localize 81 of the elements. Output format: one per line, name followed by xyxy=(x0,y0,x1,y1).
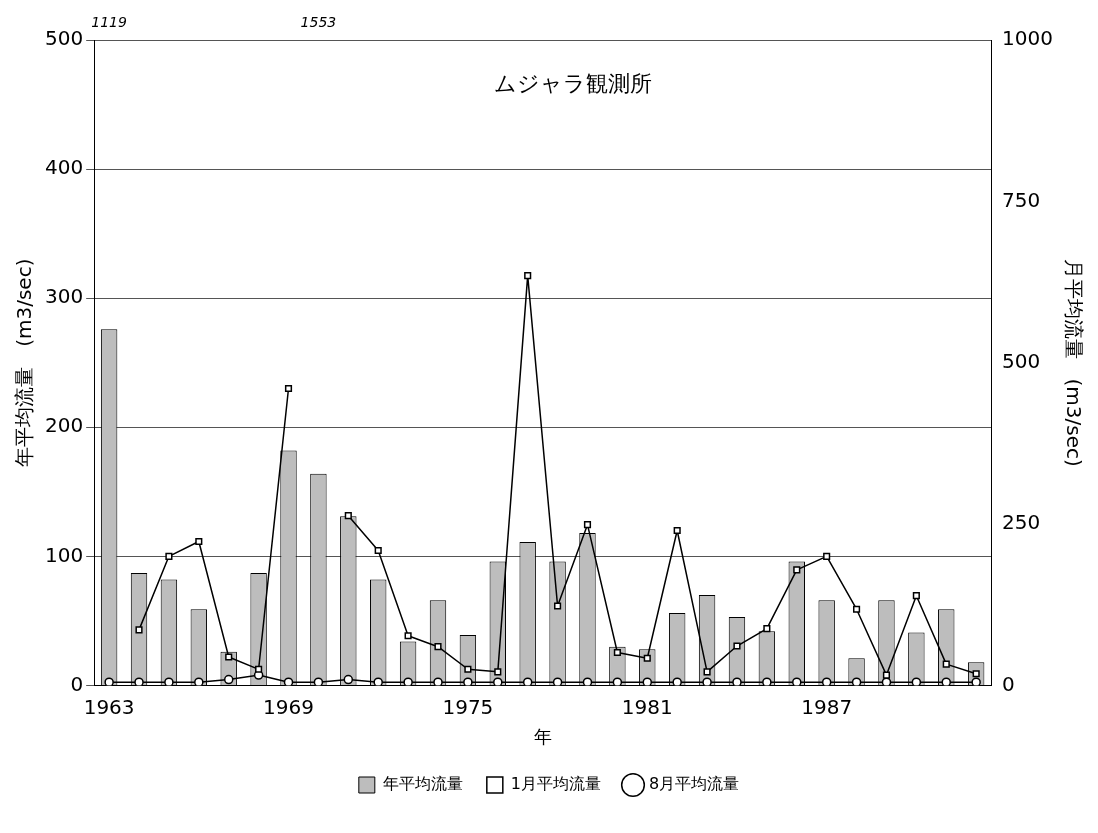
point xyxy=(135,626,143,634)
point xyxy=(493,677,503,686)
point xyxy=(702,677,712,686)
x-tick-label: 1963 xyxy=(83,694,135,719)
point xyxy=(971,677,981,686)
point xyxy=(673,526,681,535)
point xyxy=(941,677,952,686)
text: 1553 xyxy=(300,13,337,30)
point xyxy=(404,632,412,640)
legend-label: 8月平均流量 xyxy=(649,774,740,794)
point xyxy=(732,677,742,686)
point xyxy=(821,677,832,686)
point xyxy=(851,677,862,686)
point xyxy=(194,677,204,686)
point xyxy=(463,677,473,686)
point xyxy=(762,677,772,686)
point xyxy=(104,677,114,686)
point xyxy=(552,677,563,686)
point xyxy=(313,677,324,686)
point xyxy=(134,677,144,686)
y-tick-label: 100 xyxy=(44,542,84,567)
y2-tick-label: 250 xyxy=(1002,510,1041,535)
point xyxy=(612,677,623,686)
point xyxy=(524,271,532,280)
point xyxy=(225,653,233,661)
point xyxy=(792,677,802,686)
point xyxy=(763,625,771,633)
point xyxy=(703,668,711,676)
point xyxy=(583,521,592,529)
point xyxy=(823,552,831,560)
point xyxy=(165,552,173,560)
point xyxy=(733,642,741,650)
point xyxy=(374,546,382,555)
y-tick-label: 0 xyxy=(70,671,84,696)
point xyxy=(643,654,651,662)
point xyxy=(582,677,593,686)
point xyxy=(642,677,653,686)
y2-tick-label: 1000 xyxy=(1002,26,1054,51)
point xyxy=(522,677,533,686)
y-tick-label: 300 xyxy=(44,284,84,309)
point xyxy=(911,677,922,686)
point xyxy=(195,537,203,546)
point xyxy=(613,648,621,657)
point xyxy=(942,660,950,668)
point xyxy=(554,602,562,610)
x-tick-label: 1975 xyxy=(442,694,494,719)
legend-label: 年平均流量 xyxy=(382,774,463,794)
x-axis-title: 年 xyxy=(533,725,552,747)
point xyxy=(343,674,354,685)
legend-label: 1月平均流量 xyxy=(510,774,602,794)
y-axis-title: 年平均流量 (m3/sec) xyxy=(12,258,37,467)
point xyxy=(434,643,442,651)
y-tick-label: 400 xyxy=(44,155,84,180)
point xyxy=(255,665,263,673)
point xyxy=(433,677,443,686)
point xyxy=(912,592,920,600)
point xyxy=(494,668,502,676)
x-tick-label: 1969 xyxy=(263,694,314,719)
x-tick-label: 1987 xyxy=(801,694,853,719)
point xyxy=(223,674,234,685)
x-tick-label: 1981 xyxy=(621,694,673,719)
point xyxy=(881,677,892,686)
point xyxy=(882,671,891,679)
y2-tick-label: 0 xyxy=(1002,671,1015,696)
y2-axis-title: 月平均流量 (m3/sec) xyxy=(1061,258,1086,467)
point xyxy=(344,512,352,520)
point xyxy=(403,677,413,686)
y-tick-label: 200 xyxy=(44,413,84,438)
point xyxy=(793,566,801,574)
y2-tick-label: 750 xyxy=(1002,187,1041,212)
point xyxy=(284,384,293,393)
point xyxy=(464,665,472,673)
point xyxy=(672,677,682,686)
text: ムジャラ観測所 xyxy=(493,70,652,96)
y-tick-label: 500 xyxy=(44,26,84,51)
point xyxy=(164,677,174,686)
point xyxy=(373,677,383,686)
y2-tick-label: 500 xyxy=(1002,348,1041,373)
text: 1119 xyxy=(91,13,128,30)
point xyxy=(283,677,294,686)
point xyxy=(852,605,861,613)
